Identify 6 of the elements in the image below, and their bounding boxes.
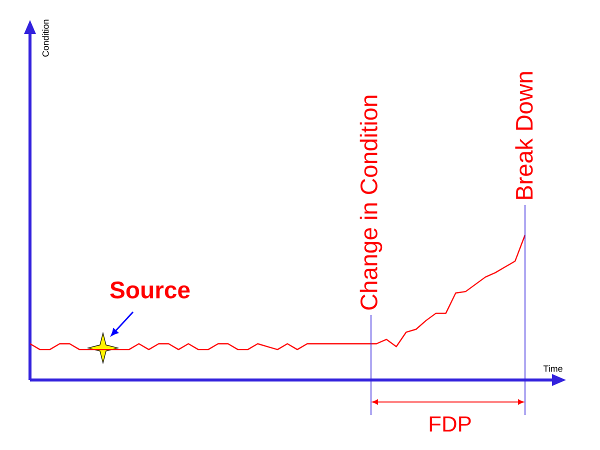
x-axis-title: Time bbox=[543, 365, 562, 372]
annotation: Source bbox=[110, 282, 190, 298]
text: Break Down bbox=[515, 72, 533, 199]
annotation: Change in Condition bbox=[360, 96, 382, 310]
text: FDP bbox=[430, 416, 471, 432]
text: Condition bbox=[42, 20, 49, 57]
